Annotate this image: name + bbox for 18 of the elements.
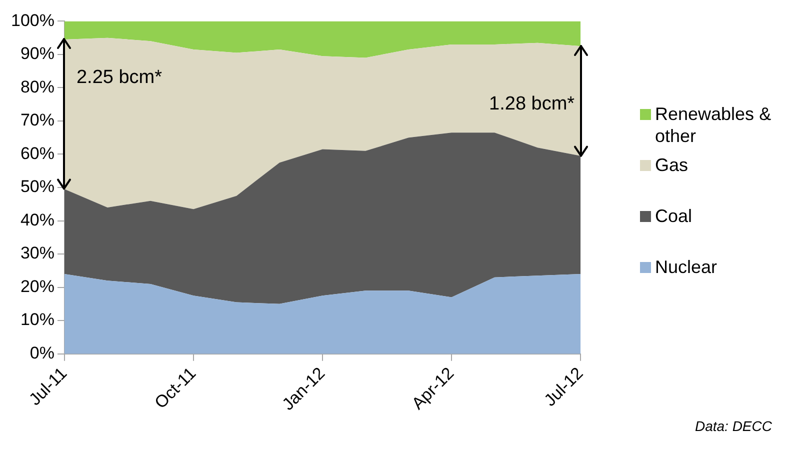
legend-label: Gas <box>655 154 688 176</box>
y-tick-label: 30% <box>20 244 54 263</box>
y-tick-label: 0% <box>30 344 54 363</box>
text: Data: DECC <box>694 418 773 434</box>
annotation: 1.28 bcm* <box>489 94 576 115</box>
y-tick-label: 40% <box>20 210 54 230</box>
y-tick-label: 20% <box>20 276 54 296</box>
y-tick-label: 50% <box>20 177 54 196</box>
legend-label: Renewables & other <box>655 103 772 147</box>
y-tick-label: 70% <box>20 110 54 130</box>
legend-label: Coal <box>655 205 692 227</box>
annotation: 2.25 bcm* <box>76 66 163 88</box>
y-tick-label: 10% <box>20 310 54 330</box>
y-tick-label: 100% <box>10 10 54 30</box>
y-tick-label: 80% <box>20 77 54 96</box>
legend-label: Nuclear <box>655 256 718 278</box>
y-tick-label: 60% <box>20 144 54 163</box>
y-tick-label: 90% <box>20 44 54 64</box>
